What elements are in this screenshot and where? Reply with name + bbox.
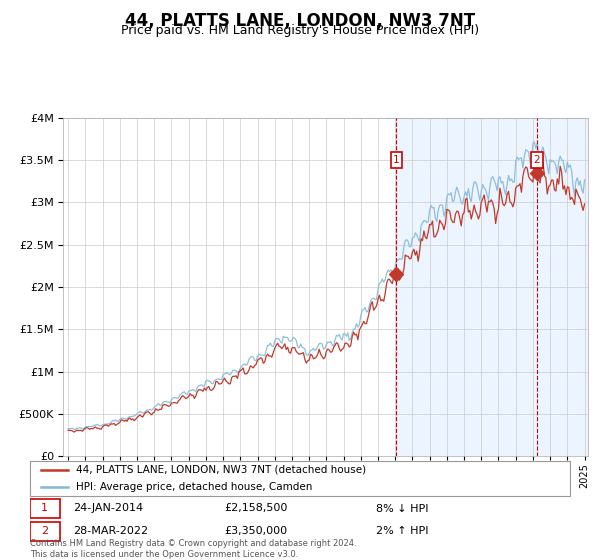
Text: 2: 2 [41,526,48,536]
FancyBboxPatch shape [30,522,60,541]
FancyBboxPatch shape [30,461,570,496]
FancyBboxPatch shape [30,499,60,518]
Text: 8% ↓ HPI: 8% ↓ HPI [376,503,428,514]
Text: £3,350,000: £3,350,000 [224,526,287,536]
Text: 24-JAN-2014: 24-JAN-2014 [73,503,143,514]
Text: HPI: Average price, detached house, Camden: HPI: Average price, detached house, Camd… [76,482,312,492]
Text: Contains HM Land Registry data © Crown copyright and database right 2024.
This d: Contains HM Land Registry data © Crown c… [30,539,356,559]
Text: 28-MAR-2022: 28-MAR-2022 [73,526,148,536]
Text: £2,158,500: £2,158,500 [224,503,288,514]
Text: 44, PLATTS LANE, LONDON, NW3 7NT: 44, PLATTS LANE, LONDON, NW3 7NT [125,12,475,30]
Text: 1: 1 [41,503,48,514]
Text: 2: 2 [534,155,541,165]
Text: Price paid vs. HM Land Registry's House Price Index (HPI): Price paid vs. HM Land Registry's House … [121,24,479,37]
Text: 2% ↑ HPI: 2% ↑ HPI [376,526,428,536]
Text: 44, PLATTS LANE, LONDON, NW3 7NT (detached house): 44, PLATTS LANE, LONDON, NW3 7NT (detach… [76,465,366,474]
Bar [397,118,593,456]
Text: 1: 1 [393,155,400,165]
